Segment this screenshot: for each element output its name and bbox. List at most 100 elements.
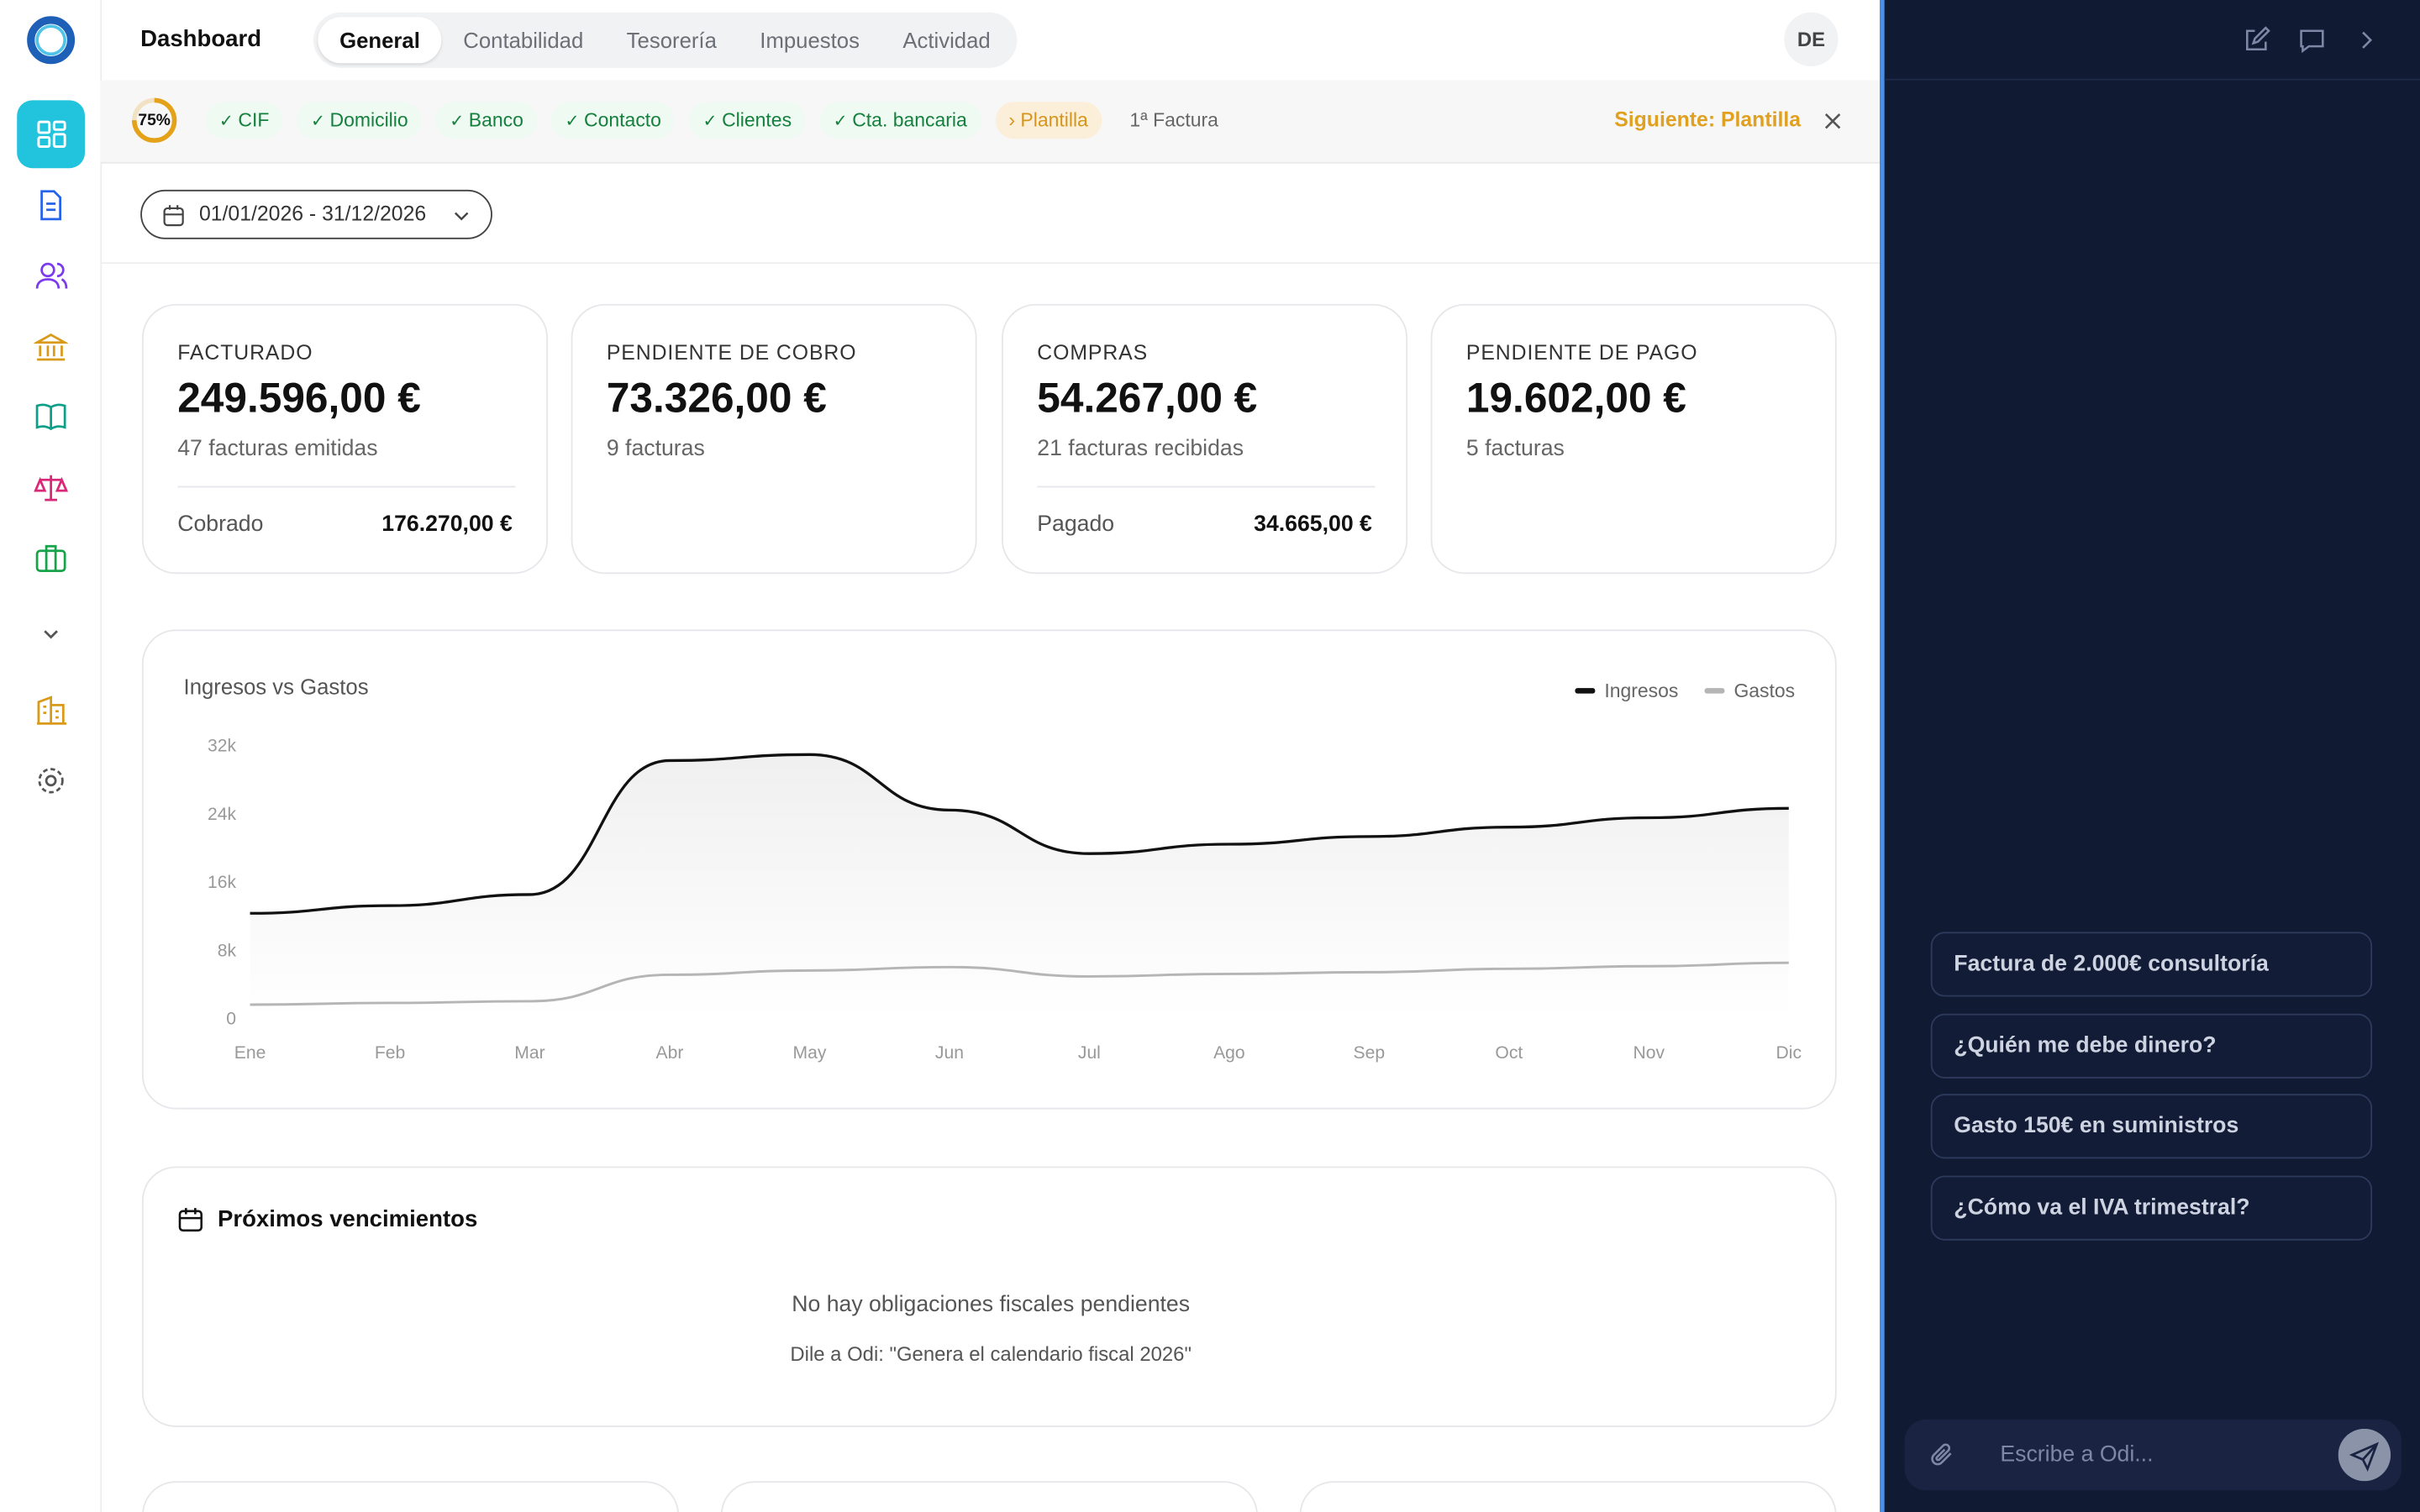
kpi-sub: 5 facturas: [1465, 436, 1565, 462]
nav-more[interactable]: [39, 622, 63, 646]
nav-company[interactable]: [34, 693, 67, 727]
x-tick-label: Mar: [514, 1043, 544, 1063]
chat-placeholder: Escribe a Odi...: [2000, 1442, 2154, 1467]
legend-swatch: [1704, 688, 1725, 694]
x-tick-label: Oct: [1495, 1043, 1523, 1063]
x-tick-label: Ago: [1213, 1043, 1245, 1063]
progress-ring: [132, 97, 177, 143]
tab[interactable]: Tesorería: [626, 28, 717, 53]
legend-label: Ingresos: [1604, 680, 1678, 701]
kpi-sub: 21 facturas recibidas: [1037, 436, 1244, 462]
upcoming-card: Próximos vencimientos No hay obligacione…: [141, 1166, 1837, 1427]
kpi-divider: [177, 486, 516, 488]
x-tick-label: Dic: [1776, 1043, 1802, 1063]
chart-title: Ingresos vs Gastos: [184, 676, 369, 700]
kpi-value: 249.596,00 €: [177, 375, 421, 422]
nav-books[interactable]: [34, 400, 67, 433]
nav-settings[interactable]: [34, 764, 67, 797]
series-line: [250, 961, 1789, 1006]
y-tick-label: 0: [226, 1010, 236, 1029]
suggestion-button[interactable]: Gasto 150€ en suministros: [1930, 1094, 2373, 1159]
kpi-footer-label: Cobrado: [177, 512, 264, 538]
y-tick-label: 32k: [208, 736, 236, 755]
y-tick-label: 16k: [208, 873, 236, 892]
x-tick-label: Nov: [1634, 1043, 1665, 1063]
kpi-value: 54.267,00 €: [1037, 375, 1258, 422]
send-button[interactable]: [2338, 1428, 2391, 1482]
kpi-sub: 47 facturas emitidas: [177, 436, 378, 462]
divider: [100, 262, 1881, 265]
kpi-label: PENDIENTE DE COBRO: [606, 340, 857, 365]
nav-work[interactable]: [34, 542, 67, 575]
chat-history[interactable]: [2298, 26, 2326, 54]
suggestion-button[interactable]: ¿Cómo va el IVA trimestral?: [1930, 1175, 2373, 1241]
bottom-card: [141, 1481, 680, 1512]
suggestion-button[interactable]: Factura de 2.000€ consultoría: [1930, 932, 2373, 997]
suggestion-button[interactable]: ¿Quién me debe dinero?: [1930, 1013, 2373, 1079]
new-chat[interactable]: [2243, 26, 2270, 54]
x-tick-label: Jul: [1078, 1043, 1101, 1063]
onboarding-step[interactable]: Contacto: [550, 102, 676, 139]
nav-contacts[interactable]: [34, 260, 68, 293]
onboarding-step[interactable]: Clientes: [689, 102, 806, 139]
kpi-card: PENDIENTE DE PAGO 19.602,00 € 5 facturas: [1430, 303, 1837, 575]
chart: Ingresos vs Gastos 0 8k 16k 24k 32k Ene Feb Mar…: [184, 676, 1802, 1063]
x-tick-label: Feb: [375, 1043, 405, 1063]
tab[interactable]: General: [318, 17, 442, 64]
x-tick-label: Ene: [234, 1043, 266, 1063]
onboarding-step[interactable]: Plantilla: [994, 102, 1102, 139]
date-range: 01/01/2026 - 31/12/2026: [198, 202, 427, 226]
close-onboarding[interactable]: [1823, 111, 1843, 131]
collapse-panel[interactable]: [2359, 29, 2377, 51]
nav-bank[interactable]: [34, 330, 68, 364]
x-tick-label: Jun: [935, 1043, 964, 1063]
onboarding-step[interactable]: Domicilio: [297, 102, 423, 139]
legend-label: Gastos: [1733, 680, 1795, 701]
kpi-value: 19.602,00 €: [1465, 375, 1686, 422]
tab-bar: General Contabilidad Tesorería Impuestos Act…: [313, 12, 1017, 68]
assistant-panel: [1880, 0, 2420, 1512]
kpi-sub: 9 facturas: [606, 436, 705, 462]
next-step[interactable]: Siguiente: Plantilla: [1614, 108, 1802, 132]
upcoming-title: Próximos vencimientos: [217, 1206, 478, 1233]
logo[interactable]: [26, 15, 76, 65]
tab[interactable]: Contabilidad: [463, 28, 584, 53]
x-tick-label: May: [793, 1043, 827, 1063]
progress-label: 75%: [138, 111, 171, 130]
kpi-value: 73.326,00 €: [606, 375, 827, 422]
onboarding-step[interactable]: Cta. bancaria: [819, 102, 981, 139]
step-list: CIF Domicilio Banco Contacto Clientes Cta. ba…: [205, 102, 1246, 139]
chat-input[interactable]: Escribe a Odi...: [1904, 1419, 2402, 1491]
sidebar: [0, 0, 103, 1512]
bottom-card: [720, 1481, 1258, 1512]
hint: Dile a Odi: "Genera el calendario fiscal…: [790, 1341, 1192, 1366]
page-title: Dashboard: [140, 26, 262, 53]
kpi-label: PENDIENTE DE PAGO: [1465, 340, 1698, 365]
onboarding-step[interactable]: Banco: [435, 102, 538, 139]
bottom-card: [1299, 1481, 1837, 1512]
onboarding-step[interactable]: 1ª Factura: [1129, 109, 1218, 132]
empty-state: No hay obligaciones fiscales pendientes: [792, 1293, 1191, 1318]
tab[interactable]: Impuestos: [760, 28, 860, 53]
x-tick-label: Sep: [1354, 1043, 1386, 1063]
tab[interactable]: Actividad: [902, 28, 991, 53]
kpi-label: FACTURADO: [177, 340, 313, 365]
avatar[interactable]: DE: [1784, 12, 1839, 66]
nav-invoices[interactable]: [34, 188, 67, 222]
area-fill: [250, 754, 1789, 1019]
kpi-footer-value: 176.270,00 €: [381, 512, 513, 538]
y-tick-label: 24k: [208, 805, 236, 824]
kpi-card: COMPRAS 54.267,00 € 21 facturas recibidas P…: [1002, 303, 1408, 575]
kpi-label: COMPRAS: [1037, 340, 1149, 365]
date-picker[interactable]: 01/01/2026 - 31/12/2026: [140, 189, 492, 239]
kpi-card: PENDIENTE DE COBRO 73.326,00 € 9 facturas: [571, 303, 977, 575]
kpi-card: FACTURADO 249.596,00 € 47 facturas emitida…: [141, 303, 549, 575]
nav-taxes[interactable]: [34, 470, 68, 504]
kpi-divider: [1037, 486, 1376, 488]
nav-dashboard[interactable]: [17, 100, 86, 169]
onboarding-step[interactable]: CIF: [205, 102, 283, 139]
legend-swatch: [1575, 688, 1596, 694]
kpi-footer-value: 34.665,00 €: [1254, 512, 1372, 538]
x-tick-label: Abr: [656, 1043, 684, 1063]
